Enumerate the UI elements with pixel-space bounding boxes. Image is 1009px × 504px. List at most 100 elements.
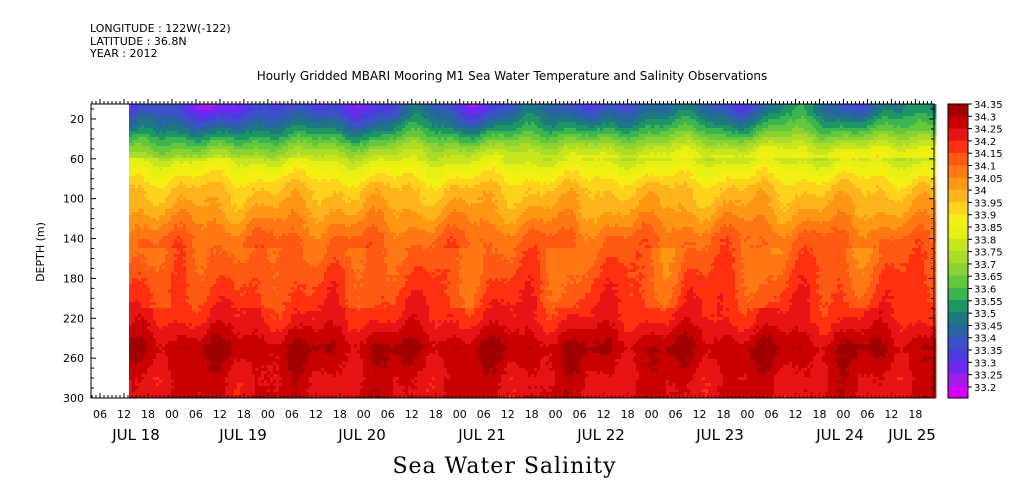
heatmap-cell <box>273 143 277 147</box>
heatmap-cell <box>135 344 139 348</box>
heatmap-cell <box>198 107 202 111</box>
heatmap-cell <box>141 320 145 324</box>
heatmap-cell <box>213 341 217 345</box>
heatmap-cell <box>279 236 283 240</box>
heatmap-cell <box>147 176 151 180</box>
heatmap-cell <box>207 272 211 276</box>
heatmap-cell <box>270 368 274 372</box>
heatmap-cell <box>171 182 175 186</box>
heatmap-cell <box>243 260 247 264</box>
heatmap-cell <box>234 392 238 396</box>
heatmap-cell <box>204 221 208 225</box>
heatmap-cell <box>180 143 184 147</box>
heatmap-cell <box>153 329 157 333</box>
heatmap-cell <box>192 179 196 183</box>
heatmap-cell <box>252 197 256 201</box>
heatmap-cell <box>225 311 229 315</box>
heatmap-cell <box>138 314 142 318</box>
heatmap-cell <box>279 116 283 120</box>
heatmap-cell <box>204 365 208 369</box>
heatmap-cell <box>174 350 178 354</box>
heatmap-cell <box>195 335 199 339</box>
heatmap-cell <box>150 371 154 375</box>
heatmap-cell <box>150 143 154 147</box>
heatmap-cell <box>270 116 274 120</box>
heatmap-cell <box>180 359 184 363</box>
heatmap-cell <box>153 173 157 177</box>
heatmap-cell <box>183 110 187 114</box>
heatmap-cell <box>138 302 142 306</box>
heatmap-cell <box>273 221 277 225</box>
heatmap-cell <box>243 365 247 369</box>
heatmap-cell <box>258 374 262 378</box>
heatmap-cell <box>204 353 208 357</box>
heatmap-cell <box>198 173 202 177</box>
heatmap-cell <box>279 329 283 333</box>
heatmap-cell <box>216 176 220 180</box>
heatmap-cell <box>240 197 244 201</box>
heatmap-cell <box>222 242 226 246</box>
heatmap-cell <box>129 170 133 174</box>
heatmap-cell <box>129 278 133 282</box>
heatmap-cell <box>252 248 256 252</box>
heatmap-cell <box>276 278 280 282</box>
heatmap-cell <box>150 287 154 291</box>
heatmap-cell <box>159 305 163 309</box>
heatmap-cell <box>147 278 151 282</box>
heatmap-cell <box>246 128 250 132</box>
heatmap-cell <box>237 104 241 108</box>
heatmap-cell <box>213 383 217 387</box>
heatmap-cell <box>243 119 247 123</box>
heatmap-cell <box>213 197 217 201</box>
heatmap-cell <box>204 200 208 204</box>
heatmap-cell <box>144 383 148 387</box>
heatmap-cell <box>132 134 136 138</box>
heatmap-cell <box>204 146 208 150</box>
heatmap-cell <box>240 299 244 303</box>
heatmap-cell <box>255 233 259 237</box>
heatmap-cell <box>276 302 280 306</box>
heatmap-cell <box>147 239 151 243</box>
heatmap-cell <box>273 341 277 345</box>
heatmap-cell <box>246 326 250 330</box>
heatmap-cell <box>237 146 241 150</box>
heatmap-cell <box>237 263 241 267</box>
heatmap-cell <box>129 284 133 288</box>
heatmap-cell <box>240 209 244 213</box>
heatmap-cell <box>249 182 253 186</box>
heatmap-cell <box>144 395 148 399</box>
heatmap-cell <box>246 104 250 108</box>
heatmap-cell <box>174 338 178 342</box>
heatmap-cell <box>258 332 262 336</box>
heatmap-cell <box>168 359 172 363</box>
heatmap-cell <box>201 137 205 141</box>
heatmap-cell <box>273 116 277 120</box>
heatmap-cell <box>153 179 157 183</box>
heatmap-cell <box>147 137 151 141</box>
heatmap-cell <box>156 278 160 282</box>
heatmap-cell <box>276 212 280 216</box>
heatmap-cell <box>255 356 259 360</box>
heatmap-cell <box>174 116 178 120</box>
heatmap-cell <box>156 170 160 174</box>
heatmap-cell <box>234 221 238 225</box>
heatmap-cell <box>147 161 151 165</box>
heatmap-cell <box>225 326 229 330</box>
heatmap-cell <box>231 326 235 330</box>
heatmap-cell <box>132 122 136 126</box>
heatmap-cell <box>276 332 280 336</box>
heatmap-cell <box>237 392 241 396</box>
heatmap-cell <box>198 233 202 237</box>
heatmap-cell <box>246 245 250 249</box>
heatmap-cell <box>234 197 238 201</box>
heatmap-cell <box>267 218 271 222</box>
heatmap-cell <box>153 161 157 165</box>
heatmap-cell <box>147 212 151 216</box>
heatmap-cell <box>162 131 166 135</box>
heatmap-cell <box>255 206 259 210</box>
heatmap-cell <box>135 371 139 375</box>
heatmap-cell <box>153 170 157 174</box>
heatmap-cell <box>186 137 190 141</box>
heatmap-cell <box>198 224 202 228</box>
heatmap-cell <box>177 137 181 141</box>
